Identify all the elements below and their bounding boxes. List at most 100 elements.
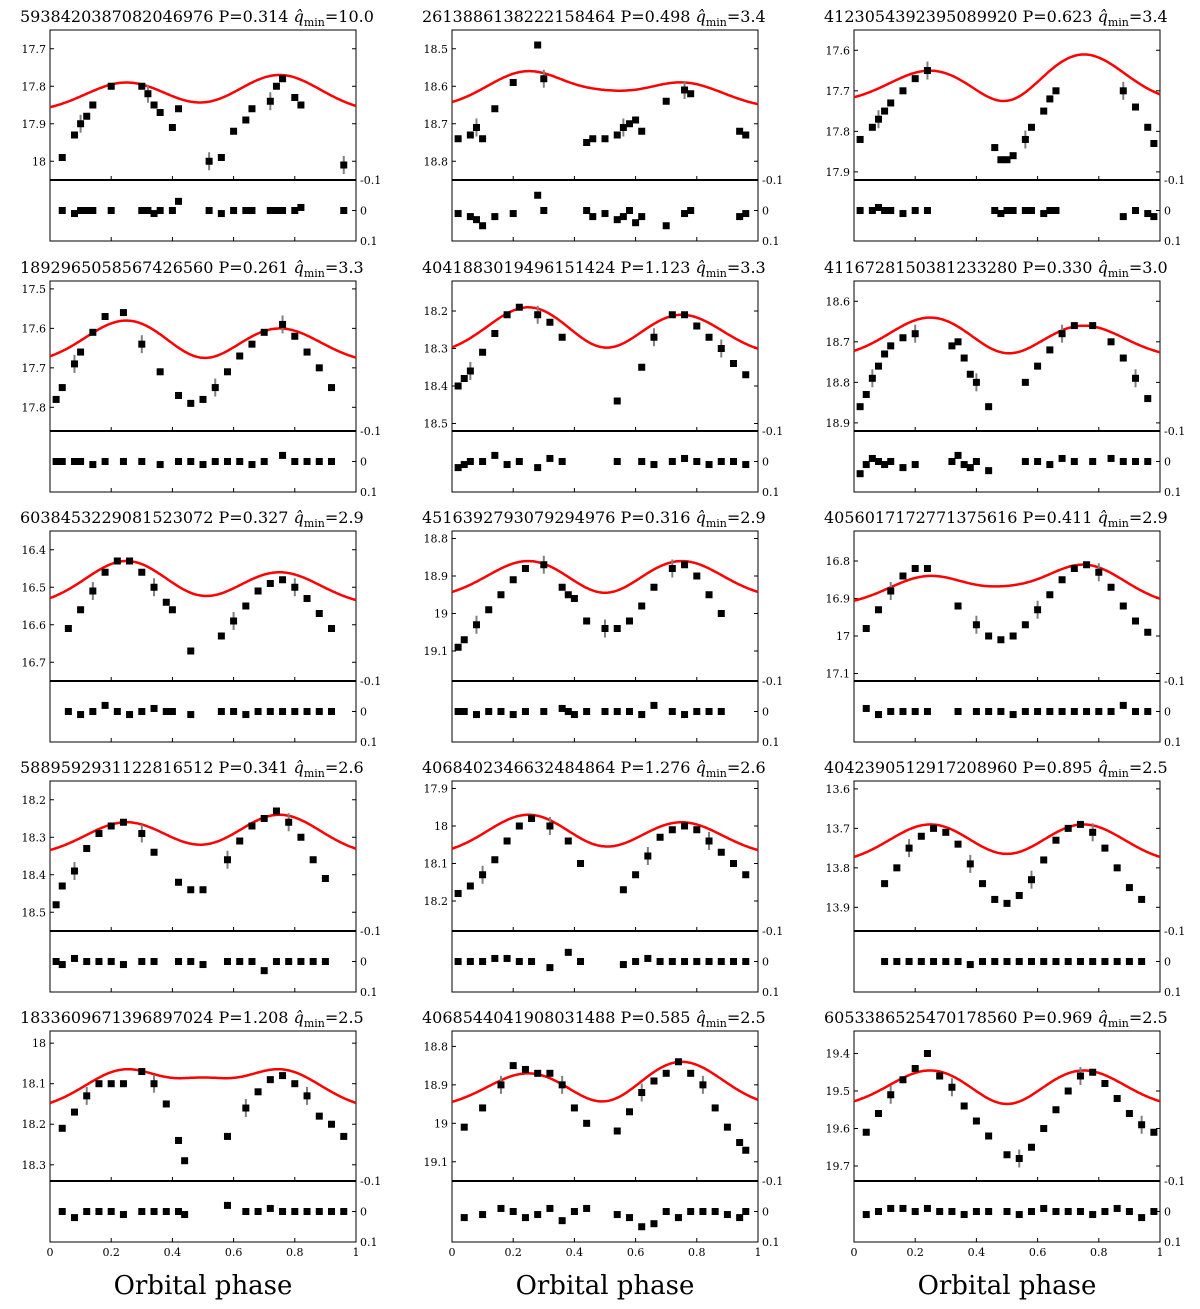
residual-point bbox=[1150, 1208, 1158, 1215]
x-tick-label: 0 bbox=[47, 1246, 54, 1259]
data-point bbox=[107, 822, 115, 830]
residual-point bbox=[248, 207, 256, 214]
panel-q-value: =3.4 bbox=[727, 7, 766, 26]
panel-q-subscript: min bbox=[1108, 267, 1129, 280]
main-axes-box bbox=[451, 780, 759, 932]
data-point bbox=[1070, 322, 1078, 330]
residual-point bbox=[638, 711, 646, 719]
data-point bbox=[887, 342, 895, 350]
residual-point bbox=[887, 207, 895, 214]
panel-title: 6038453229081523072 P=0.327 q̂min=2.9 bbox=[20, 508, 364, 530]
data-point bbox=[175, 1136, 183, 1144]
panel-title: 1833609671396897024 P=1.208 q̂min=2.5 bbox=[20, 1008, 364, 1030]
residual-point bbox=[113, 708, 121, 715]
residual-point bbox=[717, 708, 725, 715]
residual-point bbox=[309, 958, 317, 965]
data-point bbox=[613, 397, 621, 405]
residual-point bbox=[985, 467, 993, 475]
data-point bbox=[650, 583, 658, 591]
panel-9: 4056017172771375616 P=0.411 q̂min=2.9 16.… bbox=[824, 508, 1185, 749]
residual-point bbox=[303, 1208, 311, 1215]
residual-point bbox=[1144, 708, 1152, 715]
data-point bbox=[1034, 606, 1042, 614]
residual-point bbox=[126, 711, 134, 719]
residual-point bbox=[1052, 958, 1060, 965]
data-point bbox=[328, 384, 336, 392]
residual-point bbox=[285, 958, 293, 965]
residual-point bbox=[58, 961, 66, 969]
residual-point bbox=[1138, 1214, 1146, 1222]
data-point bbox=[1107, 338, 1115, 346]
residual-point bbox=[321, 958, 329, 965]
data-point bbox=[874, 115, 882, 123]
data-point bbox=[874, 362, 882, 370]
x-tick-label: 0.6 bbox=[627, 1246, 645, 1259]
panel-source-id: 4041883019496151424 bbox=[422, 258, 621, 277]
residual-point bbox=[717, 458, 725, 465]
data-point bbox=[223, 1132, 231, 1140]
data-point bbox=[1015, 891, 1023, 899]
main-axes-box bbox=[451, 530, 759, 682]
y-tick-label: 18.2 bbox=[22, 1118, 47, 1131]
model-curve bbox=[49, 1067, 357, 1105]
y-tick-label: 16.8 bbox=[826, 555, 851, 568]
data-point bbox=[279, 1072, 287, 1080]
model-curve bbox=[853, 563, 1161, 602]
data-point bbox=[972, 621, 980, 629]
residual-point bbox=[175, 197, 183, 205]
data-point bbox=[175, 105, 183, 113]
data-point bbox=[205, 157, 213, 165]
data-point bbox=[52, 901, 60, 909]
y-tick-label: 19.4 bbox=[826, 1048, 851, 1061]
panel-source-id: 6038453229081523072 bbox=[20, 508, 219, 527]
data-point bbox=[613, 1127, 621, 1135]
residual-point bbox=[558, 458, 566, 465]
data-point bbox=[638, 602, 646, 610]
data-point bbox=[997, 156, 1005, 164]
residual-point bbox=[1150, 213, 1158, 221]
residual-point bbox=[199, 461, 207, 469]
residual-point bbox=[479, 958, 487, 965]
residual-point bbox=[1125, 1208, 1133, 1215]
residual-point bbox=[1015, 958, 1023, 965]
panel-source-id: 4516392793079294976 bbox=[422, 508, 621, 527]
x-tick-label: 0.4 bbox=[164, 1246, 182, 1259]
residual-point bbox=[272, 958, 280, 965]
data-point bbox=[1046, 346, 1054, 354]
y-tick-label: 18.5 bbox=[424, 418, 449, 431]
residual-tick-label: 0 bbox=[360, 456, 367, 469]
residual-tick-label: 0.1 bbox=[360, 1236, 378, 1249]
data-point bbox=[497, 591, 505, 599]
data-point bbox=[328, 1120, 336, 1128]
data-point bbox=[991, 895, 999, 903]
residual-point bbox=[1113, 958, 1121, 965]
data-point bbox=[248, 105, 256, 113]
residual-tick-label: -0.1 bbox=[762, 174, 783, 187]
residual-point bbox=[625, 1214, 633, 1222]
residual-point bbox=[266, 207, 274, 214]
main-axes-box bbox=[451, 280, 759, 432]
residual-point bbox=[899, 464, 907, 472]
main-axes-box bbox=[853, 1030, 1161, 1182]
data-point bbox=[230, 127, 238, 135]
panel-source-id: 1833609671396897024 bbox=[20, 1008, 219, 1027]
y-tick-label: 13.7 bbox=[826, 822, 851, 835]
residual-point bbox=[1058, 708, 1066, 715]
residual-point bbox=[1101, 958, 1109, 965]
residual-point bbox=[613, 708, 621, 715]
data-point bbox=[717, 848, 725, 856]
panel-title: 6053386525470178560 P=0.969 q̂min=2.5 bbox=[824, 1008, 1168, 1030]
data-point bbox=[315, 1112, 323, 1120]
data-point bbox=[546, 318, 554, 326]
residual-point bbox=[1083, 708, 1091, 715]
data-point bbox=[960, 354, 968, 362]
data-point bbox=[156, 368, 164, 376]
residual-point bbox=[58, 1208, 66, 1215]
residual-point bbox=[736, 213, 744, 221]
data-point bbox=[881, 107, 889, 115]
data-point bbox=[736, 1139, 744, 1147]
residual-point bbox=[95, 1208, 103, 1215]
residual-point bbox=[1107, 708, 1115, 715]
residual-point bbox=[279, 451, 287, 459]
